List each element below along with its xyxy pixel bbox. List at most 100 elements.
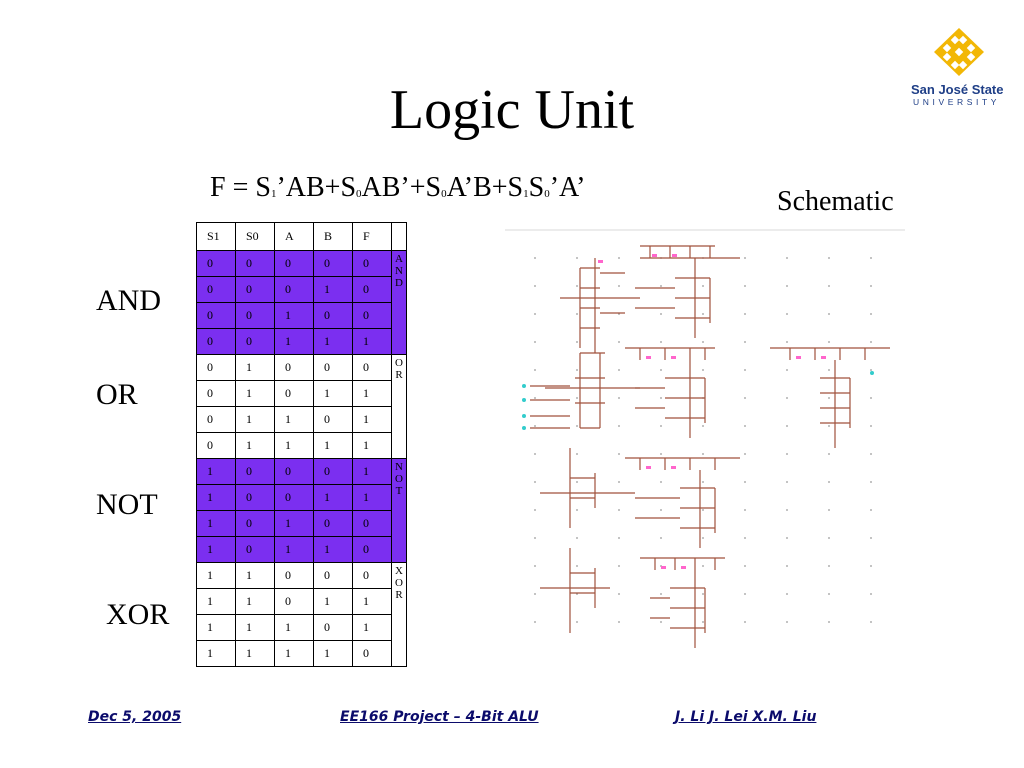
table-cell: 1 bbox=[235, 380, 275, 407]
table-cell: 1 bbox=[352, 458, 392, 485]
table-cell: 1 bbox=[196, 614, 236, 641]
table-row: 1 0 0 1 1 bbox=[196, 484, 407, 511]
op-label-or: OR bbox=[96, 378, 138, 411]
table-cell: 0 bbox=[352, 302, 392, 329]
table-cell: 1 bbox=[196, 562, 236, 589]
table-row: 1 0 1 1 0 bbox=[196, 536, 407, 563]
university-logo-icon bbox=[934, 28, 984, 76]
table-row: 1 1 1 1 0 bbox=[196, 640, 407, 667]
formula-part: AB’+S bbox=[361, 172, 442, 203]
table-cell: 0 bbox=[274, 276, 314, 303]
table-cell: 1 bbox=[196, 458, 236, 485]
table-cell: 1 bbox=[313, 640, 353, 667]
table-row: 0 0 1 0 0 bbox=[196, 302, 407, 329]
table-cell: 0 bbox=[196, 432, 236, 459]
table-cell: 0 bbox=[235, 302, 275, 329]
table-cell: 1 bbox=[274, 510, 314, 537]
table-cell: 1 bbox=[196, 640, 236, 667]
table-cell: 0 bbox=[313, 458, 353, 485]
formula-subscript: 0 bbox=[441, 188, 447, 200]
table-cell: 0 bbox=[235, 458, 275, 485]
table-cell: 0 bbox=[313, 614, 353, 641]
table-cell: 1 bbox=[235, 562, 275, 589]
table-cell: 0 bbox=[352, 640, 392, 667]
table-cell: 0 bbox=[196, 250, 236, 277]
cmos-schematic-diagram bbox=[505, 229, 905, 648]
formula-part: S bbox=[528, 172, 545, 203]
table-cell: 0 bbox=[274, 562, 314, 589]
formula-part: F = S bbox=[210, 172, 271, 203]
table-row: 1 0 1 0 0 bbox=[196, 510, 407, 537]
schematic-label: Schematic bbox=[777, 186, 894, 217]
header-cell: B bbox=[313, 222, 353, 251]
table-cell: 0 bbox=[352, 250, 392, 277]
header-cell bbox=[391, 222, 407, 251]
table-cell: 1 bbox=[313, 588, 353, 615]
table-cell: 1 bbox=[274, 640, 314, 667]
footer-authors: J. Li J. Lei X.M. Liu bbox=[675, 709, 817, 725]
table-cell: 1 bbox=[352, 614, 392, 641]
formula-subscript: 1 bbox=[523, 188, 529, 200]
table-cell: 1 bbox=[352, 406, 392, 433]
table-cell: 0 bbox=[235, 328, 275, 355]
table-row: 0 1 0 1 1 bbox=[196, 380, 407, 407]
table-cell: 1 bbox=[196, 510, 236, 537]
table-cell: 1 bbox=[196, 536, 236, 563]
table-cell: 0 bbox=[196, 328, 236, 355]
table-cell: 1 bbox=[313, 536, 353, 563]
table-cell: 0 bbox=[352, 536, 392, 563]
table-cell: 1 bbox=[235, 588, 275, 615]
table-cell: 1 bbox=[235, 640, 275, 667]
header-cell: A bbox=[274, 222, 314, 251]
formula-part: ’A’ bbox=[549, 172, 586, 203]
table-cell: 1 bbox=[274, 406, 314, 433]
table-cell: 0 bbox=[274, 484, 314, 511]
op-label-xor: XOR bbox=[106, 598, 170, 631]
table-cell: 1 bbox=[274, 536, 314, 563]
table-cell: 0 bbox=[235, 510, 275, 537]
table-row: 1 1 1 0 1 bbox=[196, 614, 407, 641]
table-cell: 0 bbox=[313, 510, 353, 537]
logo-text-university: UNIVERSITY bbox=[913, 97, 1001, 107]
table-cell: 0 bbox=[274, 354, 314, 381]
table-cell: 1 bbox=[196, 484, 236, 511]
table-cell: 0 bbox=[235, 484, 275, 511]
table-cell: 0 bbox=[352, 510, 392, 537]
table-cell: 0 bbox=[352, 276, 392, 303]
table-cell: 0 bbox=[196, 302, 236, 329]
footer-date: Dec 5, 2005 bbox=[88, 709, 182, 725]
table-cell: 1 bbox=[235, 406, 275, 433]
header-cell: S0 bbox=[235, 222, 275, 251]
table-cell: 0 bbox=[235, 250, 275, 277]
table-cell: 1 bbox=[313, 484, 353, 511]
table-cell: 1 bbox=[235, 432, 275, 459]
table-cell: 0 bbox=[313, 406, 353, 433]
table-cell: 1 bbox=[313, 432, 353, 459]
table-row: 0 1 1 1 1 bbox=[196, 432, 407, 459]
table-cell: 0 bbox=[274, 380, 314, 407]
footer-project: EE166 Project – 4-Bit ALU bbox=[340, 709, 539, 725]
table-row: 1 1 0 1 1 bbox=[196, 588, 407, 615]
table-cell: 0 bbox=[274, 458, 314, 485]
table-cell: 0 bbox=[352, 354, 392, 381]
table-cell: 0 bbox=[313, 302, 353, 329]
table-cell: 1 bbox=[313, 380, 353, 407]
header-cell: F bbox=[352, 222, 392, 251]
table-row: 0 1 1 0 1 bbox=[196, 406, 407, 433]
table-cell: 0 bbox=[196, 406, 236, 433]
table-cell: 0 bbox=[313, 562, 353, 589]
table-cell: 1 bbox=[352, 484, 392, 511]
table-cell: 0 bbox=[235, 276, 275, 303]
op-label-and: AND bbox=[96, 284, 161, 317]
table-header-row: S1 S0 A B F bbox=[196, 222, 407, 251]
formula-part: A’B+S bbox=[446, 172, 524, 203]
table-cell: 1 bbox=[274, 302, 314, 329]
table-row: 0 0 0 1 0 bbox=[196, 276, 407, 303]
table-cell: 1 bbox=[274, 432, 314, 459]
table-cell: 0 bbox=[274, 588, 314, 615]
table-cell: 1 bbox=[313, 276, 353, 303]
